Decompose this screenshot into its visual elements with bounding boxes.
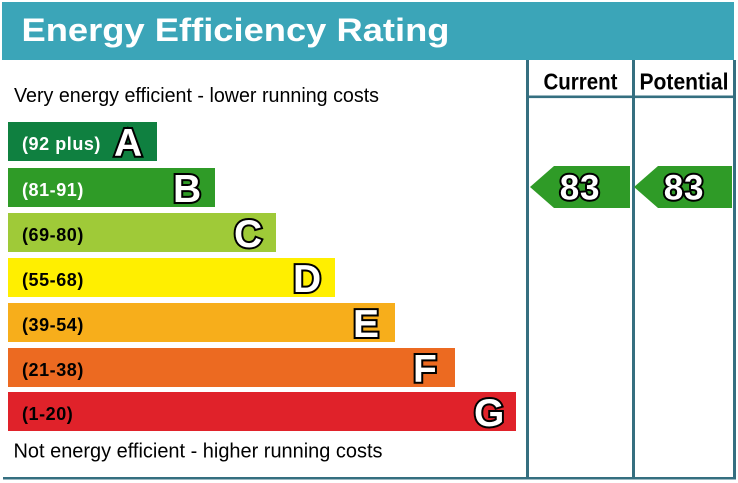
svg-text:(55-68): (55-68) (22, 270, 84, 290)
svg-text:C: C (234, 213, 262, 256)
svg-text:Energy Efficiency Rating: Energy Efficiency Rating (22, 12, 450, 48)
svg-text:F: F (413, 348, 437, 391)
svg-text:Very energy efficient - lower: Very energy efficient - lower running co… (14, 84, 379, 107)
svg-text:(39-54): (39-54) (22, 315, 84, 335)
svg-text:(92 plus): (92 plus) (22, 134, 101, 154)
svg-text:(21-38): (21-38) (22, 360, 84, 380)
svg-text:(1-20): (1-20) (22, 404, 73, 424)
svg-text:Potential: Potential (640, 69, 729, 95)
svg-text:Not energy efficient - higher: Not energy efficient - higher running co… (14, 440, 383, 463)
svg-text:83: 83 (560, 169, 601, 208)
svg-text:83: 83 (664, 169, 705, 208)
svg-text:(69-80): (69-80) (22, 225, 84, 245)
svg-text:83: 83 (664, 169, 705, 208)
svg-text:Current: Current (544, 69, 618, 95)
svg-text:B: B (173, 168, 201, 211)
svg-text:(81-91): (81-91) (22, 180, 84, 200)
svg-text:E: E (353, 303, 379, 346)
svg-text:G: G (474, 392, 504, 435)
svg-text:A: A (114, 122, 142, 165)
svg-text:83: 83 (560, 169, 601, 208)
svg-text:D: D (293, 258, 321, 301)
